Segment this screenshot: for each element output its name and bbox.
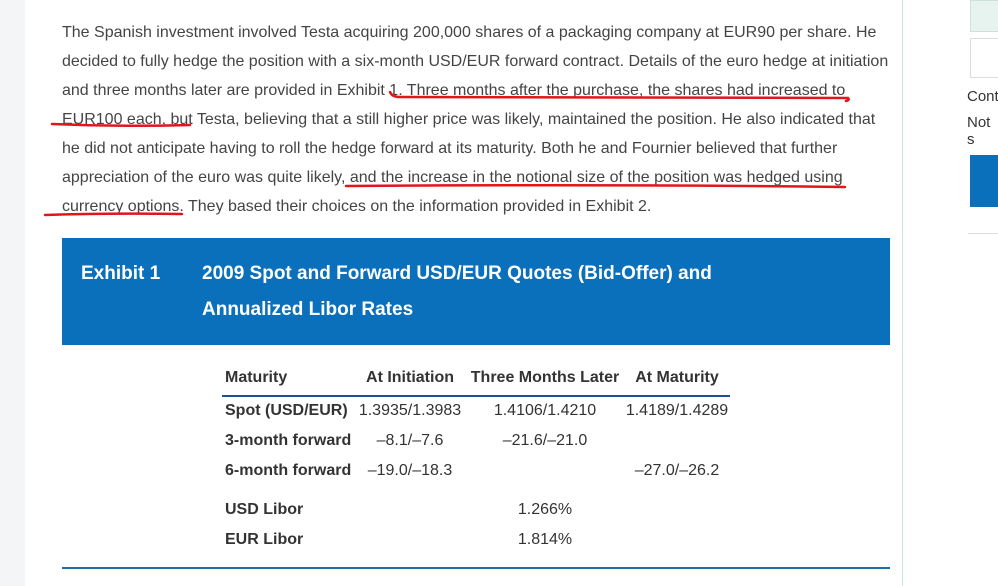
table-cell: 1.266% [517, 501, 573, 518]
red-underline [344, 183, 847, 189]
exhibit-label: Exhibit 1 [81, 263, 161, 284]
table-cell: 1.814% [517, 531, 573, 548]
gutter [0, 0, 25, 586]
table-cell: 1.3935/1.3983 [358, 402, 462, 419]
row-label: USD Libor [225, 501, 304, 518]
table-cell: –27.0/–26.2 [634, 462, 720, 479]
column-header: At Initiation [366, 369, 454, 386]
bottom-rule [62, 567, 890, 569]
table-cell: –21.6/–21.0 [502, 432, 588, 449]
sidebar-box [970, 0, 998, 32]
sidebar-divider [968, 233, 998, 234]
row-label: 3-month forward [225, 432, 352, 449]
row-label: 6-month forward [225, 462, 352, 479]
table-cell: 1.4189/1.4289 [625, 402, 729, 419]
column-header: Maturity [225, 369, 288, 386]
annotations [43, 90, 850, 217]
row-label: EUR Libor [225, 531, 304, 548]
exhibit-header: Exhibit 1 2009 Spot and Forward USD/EUR … [62, 238, 890, 345]
column-header: Three Months Later [470, 369, 620, 386]
table-cell: 1.4106/1.4210 [493, 402, 597, 419]
column-header: At Maturity [635, 369, 719, 386]
header-rule [222, 395, 730, 397]
table-cell: –19.0/–18.3 [367, 462, 453, 479]
sidebar-text: Not s [967, 114, 991, 148]
table-cell: –8.1/–7.6 [376, 432, 444, 449]
sidebar-button[interactable] [970, 155, 998, 207]
exhibit-title: 2009 Spot and Forward USD/EUR Quotes (Bi… [202, 263, 712, 284]
sidebar-text: Cont [967, 88, 998, 105]
red-underline [50, 122, 192, 128]
red-underline [43, 212, 184, 217]
sidebar-box [970, 38, 998, 78]
row-label: Spot (USD/EUR) [225, 402, 348, 419]
red-underline [388, 90, 850, 103]
paragraph: The Spanish investment involved Testa ac… [62, 24, 889, 215]
exhibit-title: Annualized Libor Rates [202, 299, 414, 320]
